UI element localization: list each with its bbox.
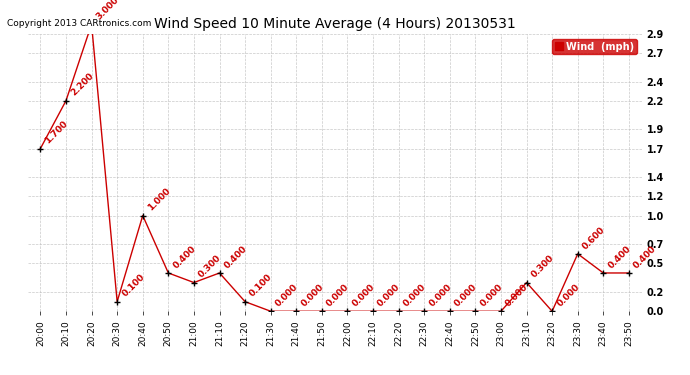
Text: 0.000: 0.000: [274, 282, 300, 308]
Text: Copyright 2013 CARtronics.com: Copyright 2013 CARtronics.com: [7, 19, 151, 28]
Text: 0.000: 0.000: [376, 282, 402, 308]
Text: 0.400: 0.400: [171, 244, 197, 270]
Text: 0.000: 0.000: [351, 282, 377, 308]
Text: 0.000: 0.000: [325, 282, 351, 308]
Text: 0.000: 0.000: [504, 282, 530, 308]
Text: 0.400: 0.400: [632, 244, 658, 270]
Text: 0.600: 0.600: [581, 225, 607, 251]
Text: 0.400: 0.400: [607, 244, 633, 270]
Text: 0.100: 0.100: [248, 273, 275, 299]
Text: 3.000: 3.000: [95, 0, 121, 21]
Title: Wind Speed 10 Minute Average (4 Hours) 20130531: Wind Speed 10 Minute Average (4 Hours) 2…: [154, 17, 515, 31]
Text: 0.000: 0.000: [402, 282, 428, 308]
Text: 0.400: 0.400: [223, 244, 249, 270]
Text: 0.300: 0.300: [530, 254, 555, 280]
Text: 0.000: 0.000: [555, 282, 581, 308]
Text: 1.700: 1.700: [43, 119, 70, 146]
Legend: Wind  (mph): Wind (mph): [552, 39, 637, 54]
Text: 0.300: 0.300: [197, 254, 223, 280]
Text: 0.000: 0.000: [453, 282, 479, 308]
Text: 0.000: 0.000: [299, 282, 326, 308]
Text: 2.200: 2.200: [69, 72, 95, 98]
Text: 0.000: 0.000: [478, 282, 504, 308]
Text: 0.100: 0.100: [120, 273, 146, 299]
Text: 1.000: 1.000: [146, 186, 172, 213]
Text: 0.000: 0.000: [427, 282, 453, 308]
